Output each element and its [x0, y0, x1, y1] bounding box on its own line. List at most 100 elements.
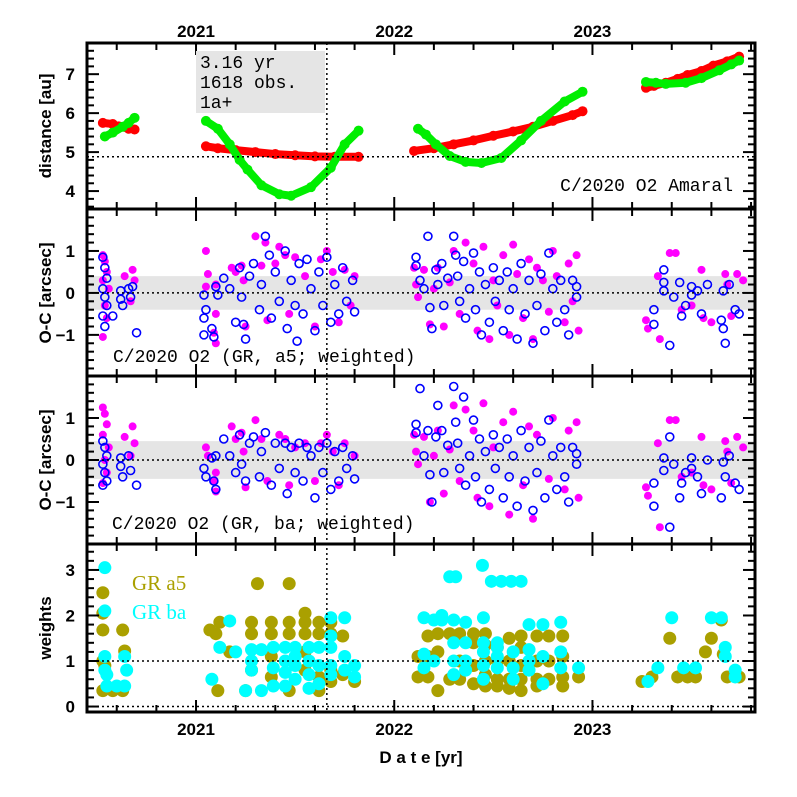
- weight-point: [572, 661, 586, 675]
- residual-point-filled: [412, 280, 421, 289]
- weight-point: [298, 615, 312, 629]
- residual-point-open: [544, 248, 554, 258]
- residual-point-open: [415, 383, 425, 394]
- residual-point-filled: [499, 418, 508, 427]
- info-arc-length: 3.16 yr: [200, 54, 276, 74]
- residual-point-filled: [310, 477, 319, 485]
- residual-point-filled: [237, 428, 246, 437]
- weight-point: [476, 672, 490, 686]
- residual-point-open: [260, 231, 271, 242]
- residual-point-open: [298, 309, 308, 319]
- x-tick-label: 2023: [574, 22, 612, 41]
- residual-point-open: [460, 480, 471, 491]
- residual-point-open: [98, 436, 108, 446]
- distance-point: [577, 86, 588, 97]
- residual-point-open: [555, 442, 566, 453]
- residual-point-open: [230, 317, 241, 328]
- distance-point: [640, 76, 651, 87]
- residual-point-filled: [237, 261, 246, 270]
- weight-point: [417, 611, 431, 625]
- residual-point-open: [102, 450, 112, 461]
- weight-point: [467, 677, 481, 691]
- residual-point-open: [559, 471, 570, 482]
- residual-point-open: [302, 442, 312, 453]
- residual-point-open: [131, 480, 142, 491]
- residual-point-filled: [655, 523, 664, 532]
- residual-point-open: [498, 492, 509, 503]
- weight-point: [288, 640, 302, 654]
- distance-point: [468, 135, 479, 146]
- residual-point-open: [718, 323, 729, 334]
- y-tick-label: 4: [66, 182, 76, 201]
- residual-point-open: [433, 279, 443, 290]
- distance-curve-segment: [414, 87, 587, 168]
- residual-point-open: [230, 467, 241, 478]
- residual-point-open: [551, 484, 562, 495]
- residual-point-open: [127, 281, 138, 292]
- distance-point: [420, 129, 431, 140]
- residual-point-filled: [655, 335, 664, 344]
- residual-point-filled: [653, 272, 662, 281]
- residual-point-filled: [340, 265, 349, 274]
- residual-point-filled: [328, 267, 337, 276]
- axis-layer: 4 5 6 7 −1 0 1 −1 0 1 0 1 2 3 2021 2022 2023 2021 2022 2023: [56, 22, 757, 739]
- distance-point: [496, 152, 507, 163]
- weight-point: [324, 629, 338, 643]
- residual-point-open: [480, 446, 491, 457]
- distance-point: [212, 123, 223, 134]
- residual-point-filled: [564, 426, 573, 435]
- residual-point-open: [98, 252, 108, 263]
- residual-point-open: [442, 273, 453, 284]
- residual-point-open: [310, 492, 320, 503]
- residual-point-filled: [231, 435, 240, 443]
- residual-point-open: [433, 400, 443, 411]
- residual-point-filled: [544, 474, 553, 483]
- residual-point-open: [696, 488, 707, 499]
- residual-point-open: [115, 294, 126, 305]
- residual-point-open: [302, 254, 312, 265]
- weight-point: [338, 649, 352, 663]
- weight-point: [324, 640, 338, 654]
- residual-point-open: [734, 484, 744, 495]
- y-tick-label: −1: [56, 493, 75, 512]
- residual-point-open: [244, 271, 255, 281]
- residual-point-open: [238, 319, 249, 330]
- residual-point-open: [464, 450, 475, 461]
- weight-point: [502, 631, 516, 645]
- residual-point-open: [442, 440, 453, 451]
- residual-point-open: [659, 286, 669, 296]
- residual-point-open: [676, 311, 687, 321]
- residual-point-open: [488, 429, 499, 440]
- residual-point-filled: [544, 307, 553, 316]
- residual-point-open: [716, 315, 727, 325]
- distance-point: [129, 112, 140, 123]
- weight-point: [298, 627, 312, 641]
- weight-point: [338, 663, 352, 677]
- distance-point: [577, 106, 588, 117]
- residual-point-filled: [429, 451, 438, 460]
- x-tick-label: 2023: [574, 720, 612, 739]
- residual-point-open: [536, 436, 546, 446]
- residual-point-filled: [201, 246, 210, 255]
- residual-point-open: [559, 304, 570, 315]
- residual-point-filled: [509, 240, 518, 249]
- residual-point-open: [199, 313, 209, 323]
- distance-point: [270, 149, 281, 160]
- distance-point: [305, 182, 316, 193]
- weight-point: [302, 681, 316, 695]
- residual-point-open: [692, 471, 703, 482]
- distance-point: [325, 162, 336, 173]
- residual-point-open: [476, 497, 487, 507]
- weight-point: [278, 654, 292, 668]
- distance-point: [353, 125, 364, 136]
- weight-point: [522, 643, 536, 657]
- residual-point-open: [659, 453, 669, 463]
- legend-gr-ba: GR ba: [132, 600, 187, 624]
- distance-point: [212, 143, 223, 154]
- weight-point: [302, 640, 316, 654]
- weight-point: [475, 558, 489, 572]
- residual-point-open: [664, 432, 675, 442]
- distance-point: [430, 139, 441, 150]
- residual-point-open: [458, 392, 469, 402]
- residual-point-open: [349, 307, 360, 317]
